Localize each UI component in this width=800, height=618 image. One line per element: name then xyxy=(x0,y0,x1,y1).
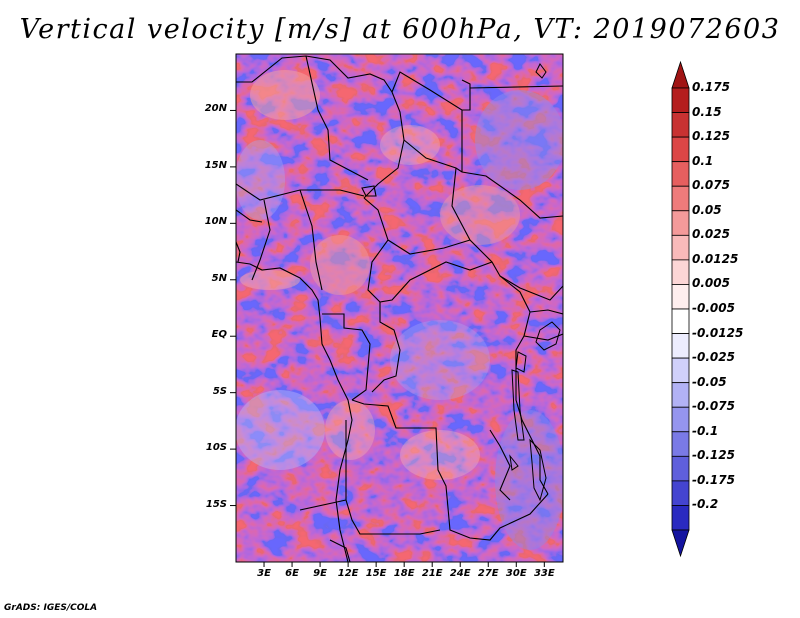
lakes xyxy=(509,63,561,502)
lat-tick-label: 10N xyxy=(204,216,227,228)
coastline xyxy=(236,185,377,562)
colorbar-swatch xyxy=(671,210,690,236)
colorbar-top-arrow xyxy=(671,60,690,89)
colorbar xyxy=(671,60,690,558)
lat-tick-label: EQ xyxy=(211,329,227,341)
lat-tick-label: 15S xyxy=(205,498,227,510)
colorbar-swatch xyxy=(671,112,690,138)
lon-tick-label: 24E xyxy=(449,568,471,579)
lon-tick-label: 15E xyxy=(365,568,387,579)
colorbar-label: -0.05 xyxy=(692,374,727,389)
lon-tick-label: 18E xyxy=(393,568,415,579)
axis-ticks xyxy=(230,109,545,567)
colorbar-swatch xyxy=(671,136,690,163)
colorbar-label: 0.15 xyxy=(692,104,722,119)
colorbar-swatch xyxy=(671,480,690,506)
colorbar-swatch xyxy=(671,185,690,212)
colorbar-label: 0.0125 xyxy=(692,251,739,266)
colorbar-swatch xyxy=(671,455,690,482)
lat-tick-label: 5N xyxy=(211,272,227,284)
colorbar-label: 0.025 xyxy=(692,227,730,242)
colorbar-swatch xyxy=(671,161,690,187)
lat-tick-label: 10S xyxy=(205,442,227,454)
colorbar-label: -0.125 xyxy=(692,448,735,463)
colorbar-swatch xyxy=(671,234,690,261)
lon-tick-label: 6E xyxy=(285,568,299,579)
lon-tick-label: 21E xyxy=(421,568,443,579)
colorbar-label: 0.005 xyxy=(692,276,730,291)
map-frame xyxy=(235,53,564,563)
colorbar-swatch xyxy=(671,308,690,334)
colorbar-label: -0.175 xyxy=(692,472,735,487)
colorbar-label: -0.0125 xyxy=(692,325,744,340)
colorbar-swatch xyxy=(671,406,690,433)
colorbar-label: -0.005 xyxy=(692,301,735,315)
lon-tick-label: 27E xyxy=(477,568,499,579)
colorbar-swatch xyxy=(671,431,690,457)
colorbar-label: 0.175 xyxy=(692,80,730,94)
colorbar-swatch xyxy=(671,87,690,113)
colorbar-label: 0.075 xyxy=(692,178,730,193)
colorbar-label: -0.025 xyxy=(692,350,735,365)
lat-tick-label: 20N xyxy=(204,103,227,115)
colorbar-label: 0.1 xyxy=(692,153,714,168)
colorbar-label: -0.1 xyxy=(692,423,719,438)
lon-tick-label: 30E xyxy=(505,568,527,579)
lon-tick-label: 33E xyxy=(533,568,555,579)
colorbar-label: -0.2 xyxy=(692,497,719,512)
colorbar-swatch xyxy=(671,333,690,359)
lon-tick-label: 9E xyxy=(313,568,327,579)
lat-tick-label: 15N xyxy=(204,159,227,171)
grads-credit: GrADS: IGES/COLA xyxy=(4,603,98,613)
chart-title: Vertical velocity [m/s] at 600hPa, VT: 2… xyxy=(19,14,781,45)
colorbar-swatch xyxy=(671,505,690,531)
lat-tick-label: 5S xyxy=(212,385,227,397)
colorbar-label: -0.075 xyxy=(692,399,735,414)
colorbar-swatch xyxy=(671,357,690,384)
colorbar-swatch xyxy=(671,382,690,408)
country-borders xyxy=(236,55,563,562)
colorbar-swatch xyxy=(671,259,690,285)
colorbar-bottom-arrow xyxy=(671,529,690,558)
colorbar-swatch xyxy=(671,284,690,310)
velocity-field xyxy=(236,54,563,562)
colorbar-label: 0.05 xyxy=(692,202,722,217)
colorbar-label: 0.125 xyxy=(692,129,730,144)
lon-tick-label: 3E xyxy=(257,568,271,579)
lon-tick-label: 12E xyxy=(337,568,359,579)
